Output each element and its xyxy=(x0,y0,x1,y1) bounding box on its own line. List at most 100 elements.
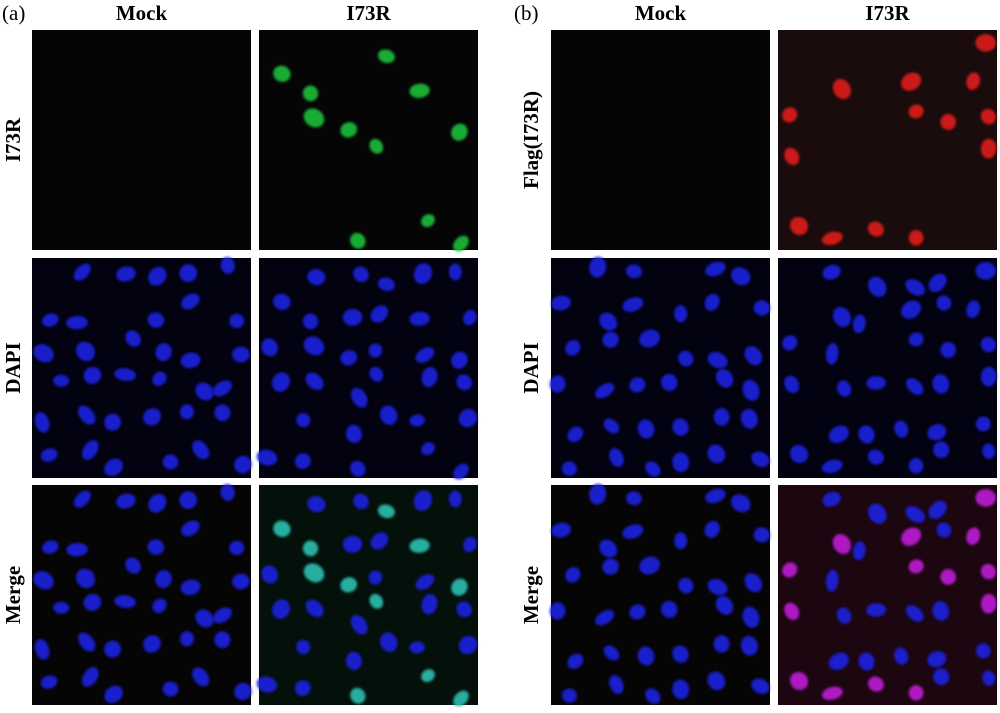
nucleus xyxy=(789,216,809,236)
nucleus xyxy=(599,312,618,331)
nucleus xyxy=(966,72,981,90)
nucleus xyxy=(901,300,922,319)
nucleus xyxy=(192,440,210,460)
nuclei xyxy=(273,49,469,252)
nucleus xyxy=(609,448,624,468)
nucleus xyxy=(155,343,172,362)
nucleus xyxy=(825,569,839,592)
nucleus xyxy=(866,376,886,390)
nucleus xyxy=(599,539,618,558)
nucleus xyxy=(303,108,325,128)
nucleus xyxy=(661,600,678,618)
nucleus xyxy=(152,598,167,614)
nucleus xyxy=(980,108,996,125)
nucleus xyxy=(603,645,620,661)
nucleus xyxy=(42,313,59,327)
nucleus xyxy=(821,459,843,474)
nucleus xyxy=(980,366,997,387)
nucleus xyxy=(822,491,841,507)
nucleus xyxy=(589,483,607,505)
nucleus xyxy=(936,295,952,311)
nucleus xyxy=(595,610,615,626)
nucleus xyxy=(927,424,947,441)
nucleus xyxy=(707,351,728,369)
nucleus xyxy=(76,568,95,589)
nucleus xyxy=(73,263,91,281)
nucleus xyxy=(622,297,644,312)
nucleus xyxy=(114,595,136,609)
nucleus xyxy=(451,351,468,369)
nucleus xyxy=(551,522,572,538)
nucleus xyxy=(302,540,319,557)
nucleus xyxy=(302,85,319,102)
nucleus xyxy=(451,123,468,141)
nucleus xyxy=(152,371,167,387)
nucleus xyxy=(828,652,849,670)
nucleus xyxy=(782,335,798,351)
image-background xyxy=(778,30,997,250)
nucleus xyxy=(561,461,577,476)
column-header: I73R xyxy=(865,1,910,25)
nucleus xyxy=(458,408,478,428)
nucleus xyxy=(104,413,122,431)
nucleus xyxy=(672,679,690,700)
nuclei xyxy=(549,256,771,477)
nucleus xyxy=(143,635,161,653)
nucleus xyxy=(307,496,326,513)
nucleus xyxy=(639,329,660,348)
nucleus xyxy=(179,404,194,420)
micrograph xyxy=(549,483,771,705)
nucleus xyxy=(982,670,996,686)
nucleus xyxy=(595,383,615,399)
nucleus xyxy=(421,367,438,388)
nucleus xyxy=(377,49,395,64)
nucleus xyxy=(350,687,366,704)
nucleus xyxy=(821,686,843,701)
nucleus xyxy=(966,300,981,318)
nucleus xyxy=(825,342,839,365)
nucleus xyxy=(832,306,851,328)
nucleus xyxy=(629,604,646,620)
column-header: I73R xyxy=(346,1,391,25)
micrograph xyxy=(256,485,478,707)
nucleus xyxy=(707,671,726,691)
nucleus xyxy=(740,635,758,656)
nucleus xyxy=(744,573,763,593)
nucleus xyxy=(33,571,54,590)
nucleus xyxy=(409,83,430,98)
nucleus xyxy=(82,440,99,460)
nucleus xyxy=(975,489,996,507)
nucleus xyxy=(33,344,54,363)
nucleus xyxy=(753,527,771,543)
nucleus xyxy=(928,273,947,293)
nucleus xyxy=(852,314,866,334)
nucleus xyxy=(751,678,770,695)
nucleus xyxy=(567,653,584,669)
nuclei xyxy=(549,483,771,704)
nucleus xyxy=(421,669,435,683)
row-label: I73R xyxy=(1,117,25,162)
nucleus xyxy=(589,256,607,278)
nucleus xyxy=(82,667,99,687)
nucleus xyxy=(53,374,70,387)
nucleus xyxy=(181,293,200,310)
nucleus xyxy=(908,458,924,474)
nucleus xyxy=(307,269,326,286)
nuclei xyxy=(256,490,478,707)
nucleus xyxy=(148,493,167,513)
nucleus xyxy=(713,635,730,653)
nucleus xyxy=(155,570,172,589)
nucleus xyxy=(409,311,430,326)
nuclei xyxy=(782,34,997,246)
image-background xyxy=(32,485,251,705)
nucleus xyxy=(782,562,798,578)
nucleus xyxy=(645,461,661,477)
nucleus xyxy=(932,374,950,394)
nucleus xyxy=(705,488,726,504)
nucleus xyxy=(707,444,726,464)
nucleus xyxy=(868,503,887,524)
nucleus xyxy=(905,279,925,296)
nucleus xyxy=(104,685,123,703)
image-background xyxy=(32,30,251,250)
nuclei xyxy=(33,483,252,703)
